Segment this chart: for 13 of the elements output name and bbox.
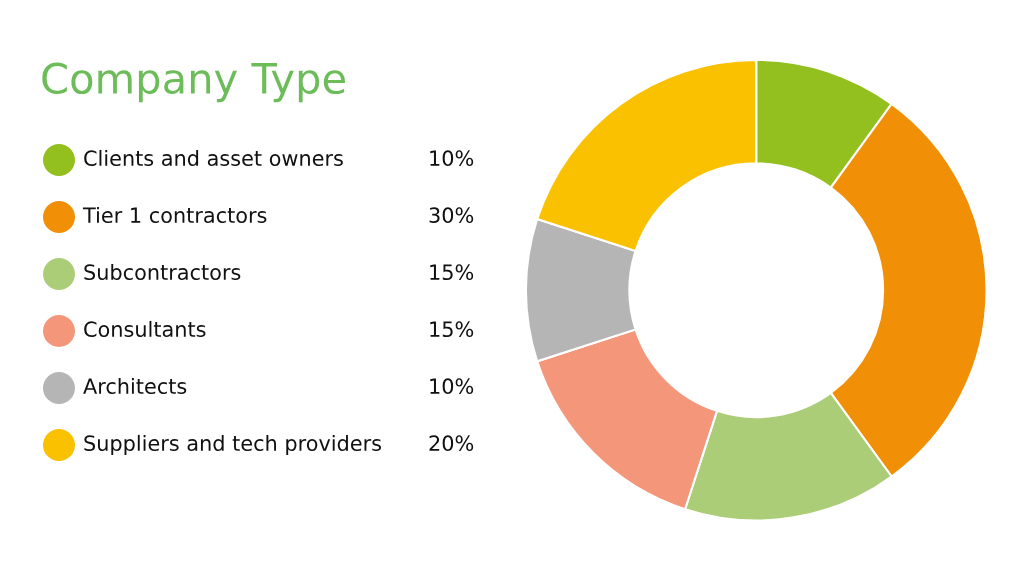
data-label: 15% [430, 264, 474, 281]
legend-label: Architects [83, 377, 187, 395]
legend-label: Consultants [84, 320, 206, 338]
legend-label: Tier 1 contractors [82, 206, 267, 224]
data-label: 10% [430, 378, 474, 395]
legend-label: Suppliers and tech providers [84, 434, 382, 456]
legend-label: Subcontractors [84, 263, 241, 281]
chart-title: Company Type [42, 62, 345, 103]
data-label: 10% [430, 150, 474, 167]
data-label: 30% [429, 207, 474, 224]
data-label: 15% [430, 321, 474, 338]
data-label: 20% [429, 435, 474, 452]
legend-label: Clients and asset owners [84, 149, 343, 167]
